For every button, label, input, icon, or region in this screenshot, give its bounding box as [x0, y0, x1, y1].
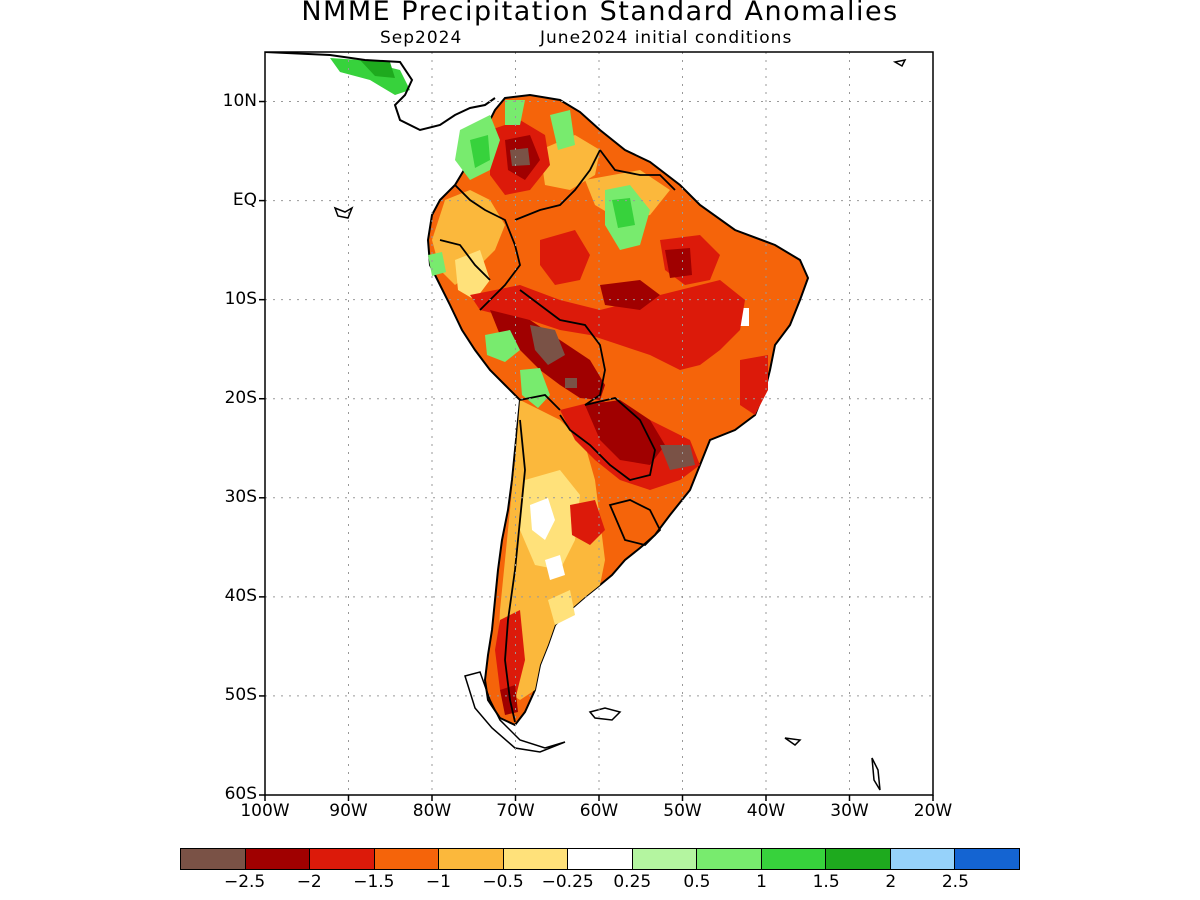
country-borders — [439, 149, 676, 723]
anomaly-colorbar — [180, 848, 1020, 870]
colorbar-label: −1.5 — [353, 872, 395, 892]
colorbar-swatch — [181, 849, 246, 869]
colorbar-swatch — [374, 849, 440, 869]
lon-label: 80W — [412, 801, 452, 821]
colorbar-swatch — [697, 849, 762, 869]
lat-label: EQ — [232, 189, 257, 210]
colorbar-label: 1.5 — [812, 872, 840, 892]
lon-label: 70W — [496, 801, 535, 821]
colorbar-swatch — [245, 849, 311, 869]
colorbar-label: 2.5 — [941, 872, 969, 892]
map-title: NMME Precipitation Standard Anomalies — [301, 0, 899, 27]
colorbar-swatch — [439, 849, 504, 869]
colorbar-label: −0.5 — [482, 872, 524, 892]
colorbar-swatch — [310, 849, 375, 869]
lat-label: 10S — [224, 288, 257, 309]
colorbar-label: 2 — [885, 872, 897, 892]
lon-label: 50W — [663, 801, 702, 821]
lon-label: 100W — [240, 801, 290, 821]
anomaly-green-areas — [330, 58, 650, 408]
islands — [333, 58, 907, 791]
colorbar-swatch — [632, 849, 698, 869]
colorbar-swatch — [568, 849, 633, 869]
lon-label: 40W — [746, 801, 786, 821]
colorbar-label: 0.5 — [683, 872, 711, 892]
lat-label: 50S — [224, 684, 257, 705]
initial-conditions-label: June2024 initial conditions — [540, 28, 793, 48]
colorbar-label: −2.5 — [223, 872, 266, 892]
colorbar-swatch — [955, 849, 1019, 869]
colorbar-label: −0.25 — [541, 872, 594, 892]
central-america-coast — [265, 52, 496, 132]
anomaly-brown-areas — [510, 148, 695, 470]
lon-label: 20W — [913, 801, 953, 821]
colorbar-label: −1 — [425, 872, 451, 892]
map-valid-month: Sep2024 — [380, 28, 463, 48]
colorbar-label: 1 — [756, 872, 767, 892]
colorbar-swatch — [761, 849, 827, 869]
lon-label: 30W — [830, 801, 869, 821]
colorbar-swatch — [826, 849, 891, 869]
lat-label: 20S — [224, 387, 257, 408]
colorbar-label: 0.25 — [613, 872, 652, 892]
lat-label: 60S — [224, 784, 257, 804]
axis-ticks — [259, 100, 934, 801]
colorbar-swatch — [503, 849, 569, 869]
lat-label: 40S — [224, 585, 257, 606]
lat-label: 30S — [224, 486, 257, 507]
colorbar-swatch — [890, 849, 956, 869]
lon-label: 90W — [329, 801, 368, 821]
lon-label: 60W — [579, 801, 619, 821]
lat-label: 10N — [222, 90, 257, 111]
colorbar-label: −2 — [296, 872, 322, 892]
